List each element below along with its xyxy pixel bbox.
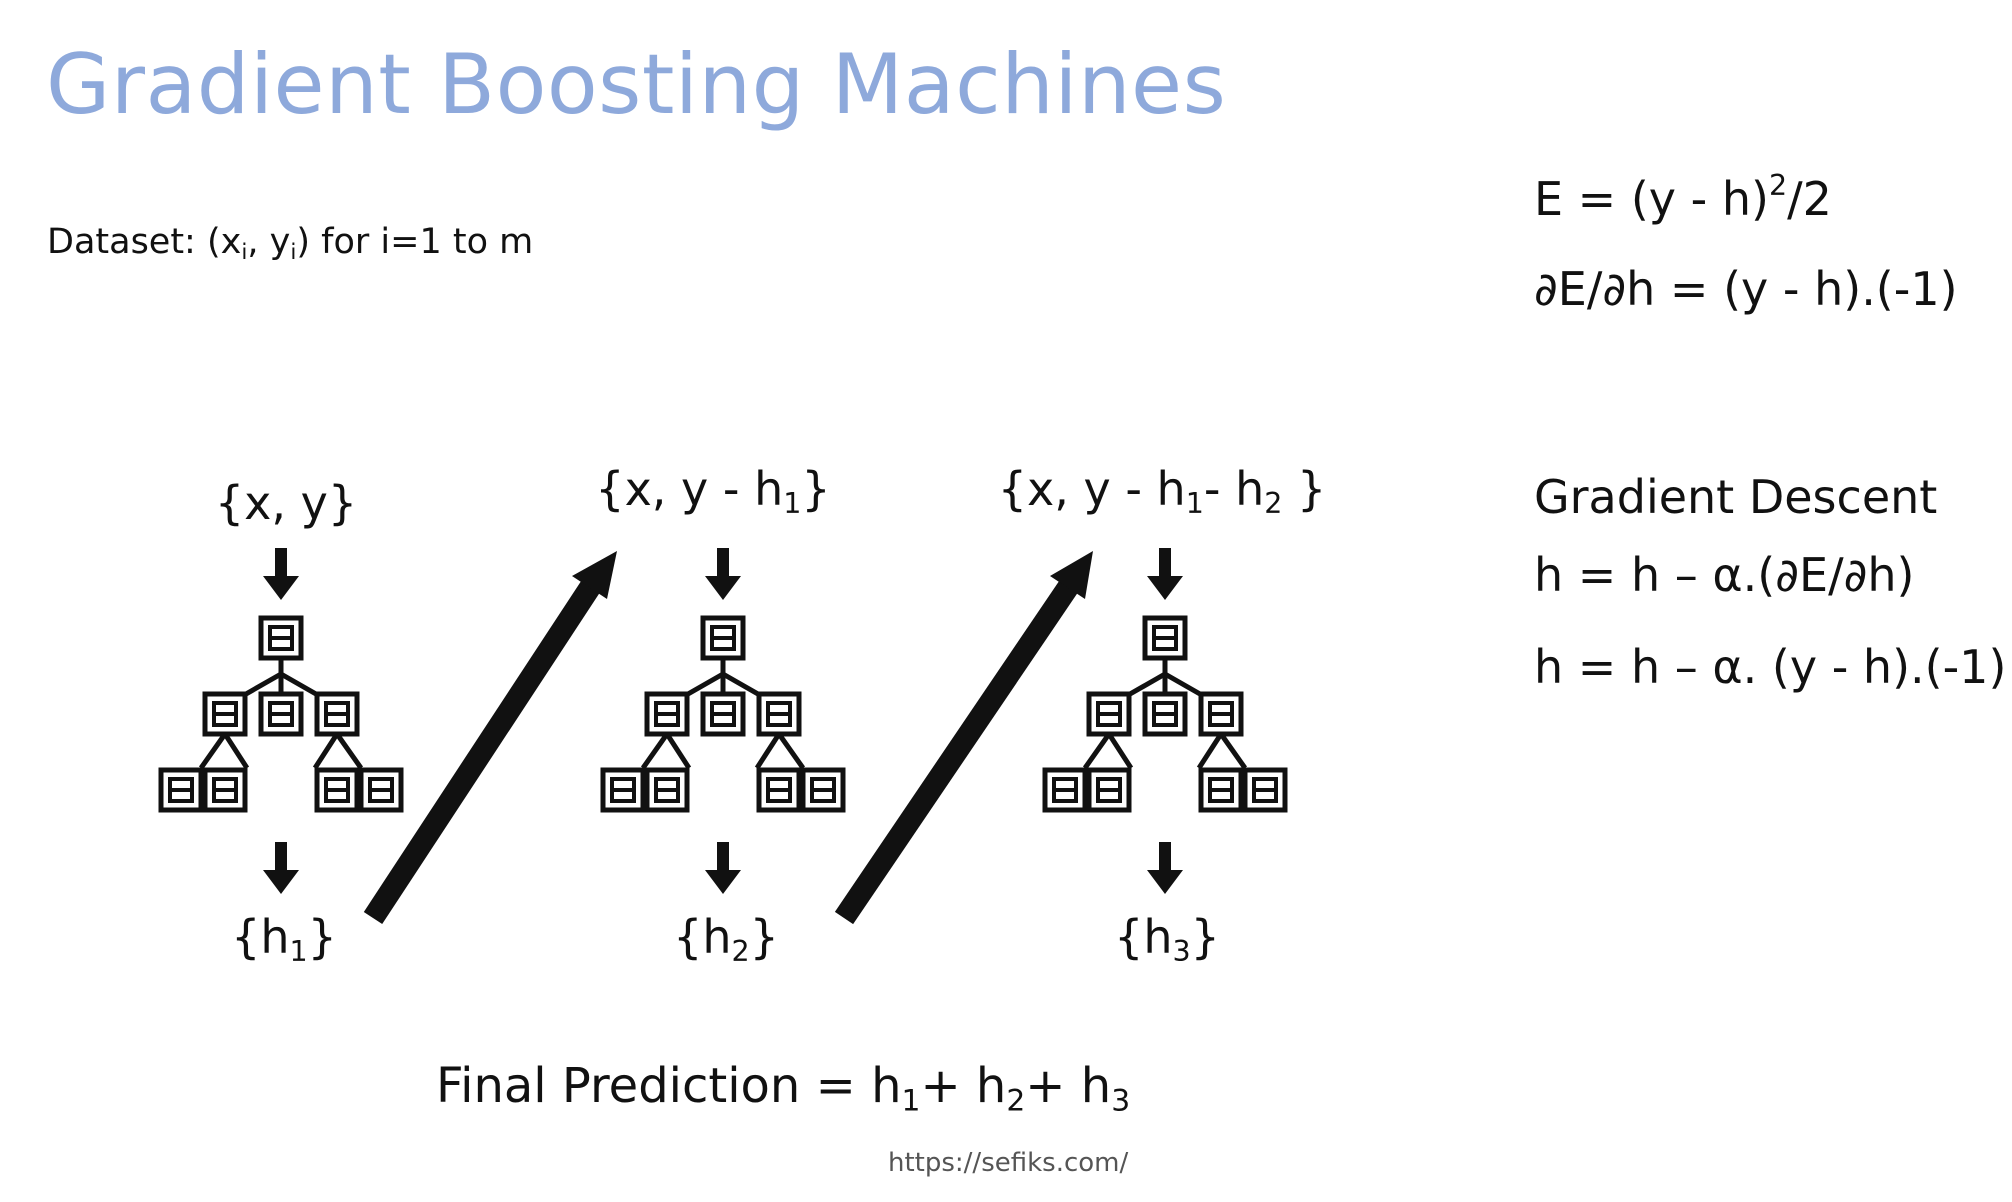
dataset-suffix: ) for i=1 to m (296, 222, 534, 262)
dataset-mid: , y (247, 222, 291, 262)
label-text: {x, y - h (997, 462, 1186, 516)
final-prefix: Final Prediction = h (436, 1058, 902, 1114)
label-text: } (1282, 462, 1327, 516)
dataset-sub-i-y: i (290, 240, 297, 266)
stage-1-output: {h1} (231, 910, 337, 966)
label-subscript: 2 (1264, 486, 1283, 520)
label-text: {x, y} (214, 476, 358, 530)
final-plus-3: + h (1025, 1058, 1112, 1114)
decision-tree-icon (161, 618, 401, 810)
error-formula-base: E = (y - h) (1534, 172, 1769, 226)
down-arrow-icon (1147, 548, 1183, 600)
gradient-descent-update-2: h = h – α. (y - h).(-1) (1534, 640, 2007, 694)
stage-2-input: {x, y - h1} (595, 462, 831, 518)
dataset-prefix: Dataset: (x (47, 222, 242, 262)
final-sub-1: 1 (901, 1083, 921, 1119)
gradient-descent-update-1: h = h – α.(∂E/∂h) (1534, 548, 1915, 602)
error-formula: E = (y - h)2/2 (1534, 169, 1832, 226)
source-url: https://sefiks.com/ (888, 1148, 1129, 1178)
label-text: } (749, 910, 779, 964)
page-title: Gradient Boosting Machines (46, 36, 1227, 133)
final-prediction: Final Prediction = h1+ h2+ h3 (436, 1058, 1130, 1116)
error-formula-suffix: /2 (1787, 172, 1832, 226)
label-text: {h (673, 910, 732, 964)
label-subscript: 1 (783, 486, 802, 520)
final-sub-3: 3 (1111, 1083, 1131, 1119)
residual-arrow (363, 551, 617, 925)
down-arrow-icon (1147, 842, 1183, 894)
label-subscript: 3 (1172, 934, 1191, 968)
down-arrow-icon (705, 548, 741, 600)
label-text: } (1190, 910, 1220, 964)
gradient-descent-heading: Gradient Descent (1534, 470, 1938, 524)
error-formula-exponent: 2 (1768, 169, 1788, 203)
dataset-definition: Dataset: (xi, yi) for i=1 to m (47, 222, 534, 266)
final-plus-2: + h (920, 1058, 1007, 1114)
stage-2-output: {h2} (673, 910, 779, 966)
stage-1-input: {x, y} (215, 476, 357, 530)
decision-tree-icon (603, 618, 843, 810)
label-text: } (307, 910, 337, 964)
error-derivative: ∂E/∂h = (y - h).(-1) (1534, 262, 1958, 316)
final-sub-2: 2 (1006, 1083, 1026, 1119)
stage-3-output: {h3} (1114, 910, 1220, 966)
down-arrow-icon (263, 842, 299, 894)
stage-3-input: {x, y - h1- h2 } (997, 462, 1327, 518)
label-text: {h (231, 910, 290, 964)
dataset-sub-i-x: i (241, 240, 248, 266)
label-subscript: 1 (1185, 486, 1204, 520)
label-text: } (801, 462, 831, 516)
label-text: - h (1203, 462, 1265, 516)
label-subscript: 2 (731, 934, 750, 968)
label-text: {x, y - h (595, 462, 784, 516)
down-arrow-icon (263, 548, 299, 600)
label-text: {h (1114, 910, 1173, 964)
decision-tree-icon (1045, 618, 1285, 810)
residual-arrow (834, 551, 1093, 925)
label-subscript: 1 (289, 934, 308, 968)
down-arrow-icon (705, 842, 741, 894)
